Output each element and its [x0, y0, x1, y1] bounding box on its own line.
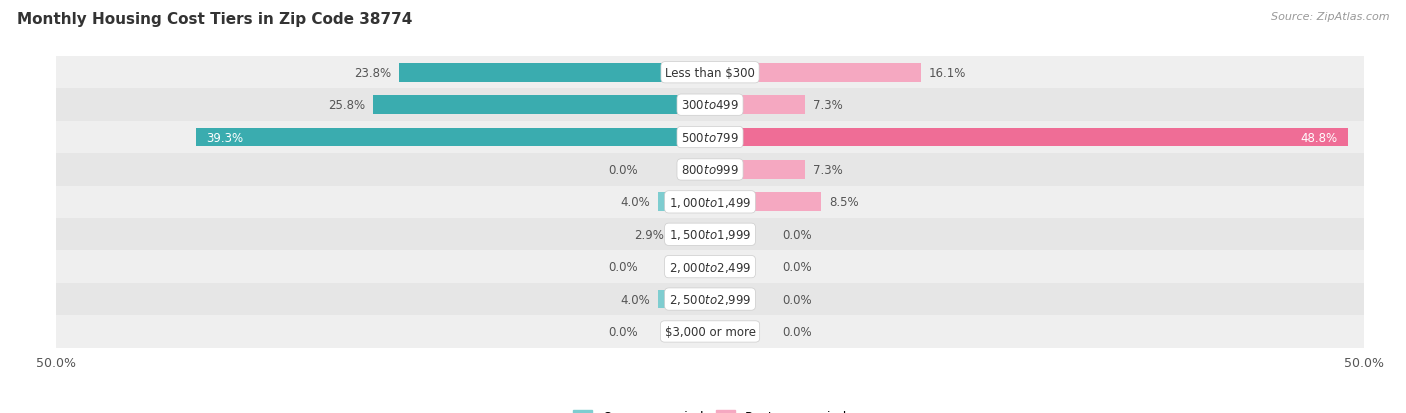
Text: 8.5%: 8.5% — [830, 196, 859, 209]
Text: 16.1%: 16.1% — [928, 66, 966, 80]
Text: 4.0%: 4.0% — [620, 196, 650, 209]
Bar — [56, 57, 1364, 89]
Text: $2,000 to $2,499: $2,000 to $2,499 — [669, 260, 751, 274]
Text: $1,500 to $1,999: $1,500 to $1,999 — [669, 228, 751, 242]
Text: Source: ZipAtlas.com: Source: ZipAtlas.com — [1271, 12, 1389, 22]
Text: $500 to $799: $500 to $799 — [681, 131, 740, 144]
Text: 39.3%: 39.3% — [207, 131, 243, 144]
Bar — [56, 154, 1364, 186]
Bar — [399, 64, 710, 83]
Text: 2.9%: 2.9% — [634, 228, 664, 241]
Bar — [710, 96, 806, 115]
Text: 7.3%: 7.3% — [813, 164, 844, 176]
Bar — [658, 193, 710, 212]
Bar — [56, 121, 1364, 154]
Bar — [56, 218, 1364, 251]
Bar — [56, 316, 1364, 348]
Text: Monthly Housing Cost Tiers in Zip Code 38774: Monthly Housing Cost Tiers in Zip Code 3… — [17, 12, 412, 27]
Bar — [197, 128, 710, 147]
Text: $800 to $999: $800 to $999 — [681, 164, 740, 176]
Bar — [56, 251, 1364, 283]
Legend: Owner-occupied, Renter-occupied: Owner-occupied, Renter-occupied — [568, 405, 852, 413]
Text: 0.0%: 0.0% — [782, 325, 811, 338]
Text: 0.0%: 0.0% — [782, 261, 811, 273]
Text: 7.3%: 7.3% — [813, 99, 844, 112]
Bar — [710, 128, 1348, 147]
Bar — [672, 225, 710, 244]
Text: $3,000 or more: $3,000 or more — [665, 325, 755, 338]
Text: 0.0%: 0.0% — [782, 228, 811, 241]
Text: $2,500 to $2,999: $2,500 to $2,999 — [669, 292, 751, 306]
Bar — [373, 96, 710, 115]
Bar — [56, 186, 1364, 218]
Text: $1,000 to $1,499: $1,000 to $1,499 — [669, 195, 751, 209]
Bar — [710, 193, 821, 212]
Bar — [56, 89, 1364, 121]
Text: 25.8%: 25.8% — [328, 99, 364, 112]
Text: 0.0%: 0.0% — [609, 261, 638, 273]
Text: 0.0%: 0.0% — [609, 164, 638, 176]
Text: 4.0%: 4.0% — [620, 293, 650, 306]
Bar — [56, 283, 1364, 316]
Text: 0.0%: 0.0% — [782, 293, 811, 306]
Text: 0.0%: 0.0% — [609, 325, 638, 338]
Bar — [658, 290, 710, 309]
Text: Less than $300: Less than $300 — [665, 66, 755, 80]
Bar — [710, 64, 921, 83]
Bar — [710, 161, 806, 179]
Text: 23.8%: 23.8% — [354, 66, 391, 80]
Text: 48.8%: 48.8% — [1301, 131, 1337, 144]
Text: $300 to $499: $300 to $499 — [681, 99, 740, 112]
